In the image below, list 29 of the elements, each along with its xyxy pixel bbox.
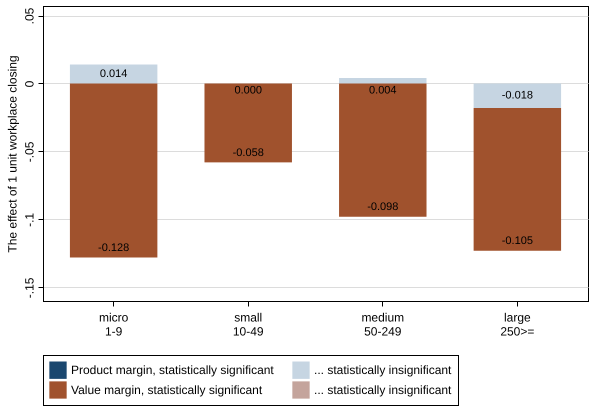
y-tick-label: -.05	[22, 141, 36, 162]
legend-label: Product margin, statistically significant	[71, 363, 274, 378]
legend-label: Value margin, statistically significant	[71, 383, 263, 397]
bar	[339, 78, 427, 84]
bar	[70, 83, 158, 258]
bar	[204, 83, 292, 162]
bar	[474, 108, 562, 251]
bar	[474, 83, 562, 108]
bar	[70, 64, 158, 84]
data-label: -0.128	[98, 242, 130, 254]
y-tick-label: -.1	[22, 212, 36, 227]
x-tick-label: small 10-49	[232, 310, 264, 338]
legend-label: ... statistically insignificant	[314, 363, 452, 378]
data-label: -0.105	[502, 235, 533, 248]
y-tick-label: -.15	[22, 277, 36, 298]
x-tick-label: medium 50-249	[361, 310, 404, 338]
data-label: -0.098	[367, 201, 398, 214]
x-tick-label: large 250>=	[500, 310, 534, 338]
data-label: 0.000	[234, 84, 262, 96]
y-axis-title: The effect of 1 unit workplace closing	[6, 55, 20, 253]
x-tick-label: micro 1-9	[98, 310, 129, 338]
data-label: 0.014	[100, 68, 128, 80]
legend-label: ... statistically insignificant	[314, 383, 452, 397]
data-label: -0.058	[232, 146, 264, 159]
data-label: -0.018	[502, 90, 533, 102]
bar	[339, 83, 427, 217]
y-tick-label: 0	[22, 80, 36, 88]
data-label: 0.004	[369, 84, 397, 96]
y-tick-label: .05	[22, 7, 36, 24]
